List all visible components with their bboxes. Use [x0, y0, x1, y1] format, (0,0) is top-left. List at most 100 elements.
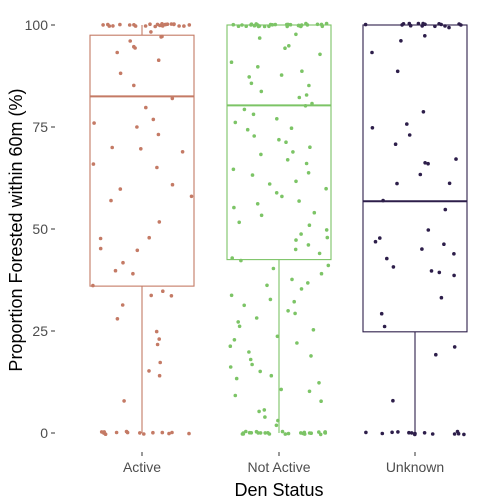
- data-point: [156, 132, 161, 137]
- data-point: [396, 430, 400, 434]
- data-point: [177, 24, 181, 28]
- data-point: [385, 256, 389, 261]
- data-point: [256, 24, 261, 29]
- data-point: [455, 429, 460, 434]
- data-point: [154, 329, 159, 334]
- data-point: [421, 110, 426, 114]
- data-point: [160, 34, 164, 39]
- data-point: [139, 147, 143, 151]
- data-point: [429, 269, 434, 273]
- data-point: [309, 354, 313, 358]
- data-point: [437, 270, 442, 275]
- data-point: [308, 145, 312, 149]
- data-point: [416, 21, 421, 26]
- data-point: [279, 387, 284, 392]
- data-point: [267, 182, 272, 186]
- data-point: [318, 52, 322, 57]
- x-axis-title: Den Status: [234, 480, 323, 500]
- data-point: [229, 60, 234, 64]
- data-point: [268, 297, 273, 302]
- data-point: [443, 207, 448, 212]
- data-point: [230, 256, 234, 260]
- data-point: [454, 157, 458, 161]
- data-point: [118, 71, 123, 76]
- data-point: [420, 24, 425, 28]
- data-point: [317, 251, 322, 256]
- data-point: [249, 81, 254, 86]
- data-point: [395, 181, 399, 186]
- data-point: [304, 161, 309, 166]
- data-point: [324, 21, 329, 26]
- data-point: [102, 430, 106, 434]
- data-point: [155, 165, 159, 170]
- y-tick-label: 100: [25, 17, 49, 33]
- data-point: [182, 24, 186, 28]
- data-point: [309, 431, 314, 436]
- data-point: [259, 152, 263, 157]
- data-point: [131, 271, 135, 276]
- y-tick-label: 25: [32, 323, 48, 339]
- data-point: [91, 162, 96, 166]
- data-point: [452, 273, 456, 278]
- data-point: [259, 89, 264, 94]
- data-point: [169, 294, 174, 298]
- data-point: [269, 373, 274, 378]
- data-point: [306, 171, 311, 175]
- data-point: [274, 423, 279, 428]
- box: [362, 24, 468, 333]
- data-point: [244, 429, 248, 434]
- data-point: [229, 293, 234, 298]
- data-point: [257, 409, 261, 414]
- data-point: [391, 398, 395, 403]
- data-point: [127, 23, 132, 27]
- data-point: [250, 362, 254, 367]
- data-point: [408, 23, 413, 28]
- data-point: [153, 24, 157, 29]
- data-point: [149, 30, 153, 34]
- data-point: [114, 430, 119, 435]
- data-point: [423, 161, 427, 165]
- x-tick-label: Active: [123, 459, 161, 475]
- data-point: [124, 429, 129, 434]
- data-point: [370, 50, 374, 55]
- data-point: [290, 277, 294, 282]
- data-point: [391, 265, 396, 269]
- data-point: [255, 202, 260, 206]
- plot-area: [89, 21, 468, 437]
- data-point: [293, 247, 298, 252]
- data-point: [319, 271, 324, 276]
- data-point: [447, 25, 451, 30]
- data-point: [430, 432, 435, 436]
- data-point: [101, 23, 105, 27]
- data-point: [143, 24, 148, 28]
- data-point: [156, 58, 161, 62]
- data-point: [295, 341, 299, 345]
- data-point: [423, 34, 427, 38]
- data-point: [294, 179, 298, 184]
- y-axis: 0 25 50 75 100: [25, 17, 55, 441]
- data-point: [135, 248, 140, 253]
- data-point: [393, 142, 398, 146]
- data-point: [160, 22, 164, 26]
- data-point: [233, 393, 238, 398]
- data-point: [291, 150, 295, 154]
- data-point: [110, 145, 114, 150]
- data-point: [165, 22, 170, 27]
- data-point: [142, 432, 146, 436]
- data-point: [132, 83, 136, 88]
- data-point: [293, 311, 297, 316]
- data-point: [237, 220, 241, 225]
- data-point: [379, 311, 384, 316]
- data-point: [306, 243, 311, 247]
- data-point: [170, 96, 175, 101]
- data-point: [236, 320, 240, 324]
- data-point: [370, 126, 375, 130]
- data-point: [98, 236, 103, 241]
- data-point: [187, 23, 192, 27]
- data-point: [255, 65, 260, 69]
- data-point: [271, 266, 276, 271]
- data-point: [106, 22, 110, 27]
- data-point: [133, 24, 138, 28]
- data-point: [399, 39, 403, 43]
- box: [226, 24, 332, 261]
